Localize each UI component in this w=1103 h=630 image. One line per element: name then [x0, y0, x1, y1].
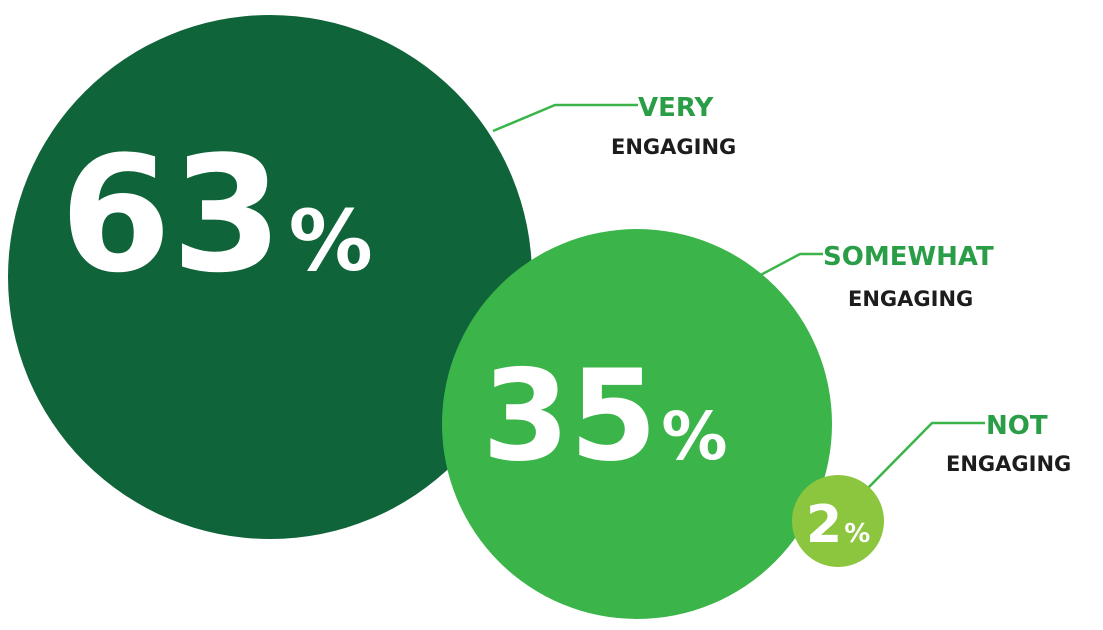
connector-somewhat	[754, 252, 823, 280]
label-sub-not: ENGAGING	[946, 452, 1071, 476]
label-top-somewhat: SOMEWHAT	[823, 242, 994, 272]
label-top-very: VERY	[638, 93, 714, 123]
label-top-not: NOT	[986, 411, 1048, 441]
bubble-somewhat-engaging	[442, 229, 832, 619]
label-sub-somewhat: ENGAGING	[848, 287, 973, 311]
value-label-somewhat: 35%	[482, 342, 727, 489]
bubble-very-engaging	[8, 15, 532, 539]
value-unit-not: %	[844, 519, 870, 549]
connector-not	[867, 421, 985, 489]
value-unit-somewhat: %	[661, 398, 727, 475]
value-label-not: 2%	[806, 495, 870, 555]
value-number-somewhat: 35	[482, 342, 657, 489]
value-number-not: 2	[806, 495, 842, 555]
value-unit-very: %	[289, 192, 373, 290]
label-sub-very: ENGAGING	[611, 135, 736, 159]
value-number-very: 63	[60, 121, 283, 308]
bubble-not-engaging	[792, 475, 884, 567]
connector-very	[492, 103, 638, 133]
value-label-very: 63%	[60, 121, 373, 308]
